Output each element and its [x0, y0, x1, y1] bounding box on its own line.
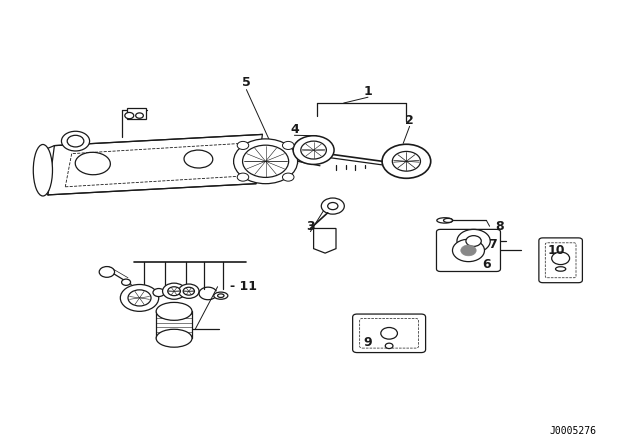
Circle shape [457, 229, 490, 253]
Circle shape [301, 141, 326, 159]
Circle shape [321, 198, 344, 214]
Circle shape [282, 173, 294, 181]
Text: 9: 9 [364, 336, 372, 349]
Ellipse shape [214, 292, 228, 299]
Ellipse shape [33, 144, 52, 196]
Circle shape [67, 135, 84, 147]
Circle shape [99, 267, 115, 277]
Text: J0005276: J0005276 [549, 426, 596, 436]
Text: 3: 3 [306, 220, 315, 233]
Text: 4: 4 [290, 123, 299, 137]
Ellipse shape [76, 152, 110, 175]
Text: 5: 5 [242, 76, 251, 90]
FancyBboxPatch shape [436, 229, 500, 271]
Circle shape [385, 343, 393, 349]
Circle shape [125, 112, 134, 119]
Text: 1: 1 [364, 85, 372, 99]
Text: 6: 6 [482, 258, 491, 271]
FancyBboxPatch shape [353, 314, 426, 353]
Text: - 11: - 11 [230, 280, 257, 293]
Ellipse shape [556, 267, 566, 271]
Circle shape [392, 151, 420, 171]
Circle shape [461, 245, 476, 256]
Text: 7: 7 [488, 237, 497, 251]
Bar [127, 108, 146, 119]
Circle shape [381, 327, 397, 339]
Circle shape [237, 142, 249, 150]
Circle shape [168, 287, 180, 296]
Polygon shape [314, 228, 336, 253]
Circle shape [153, 289, 164, 297]
Circle shape [237, 173, 249, 181]
Circle shape [466, 236, 481, 246]
Circle shape [382, 144, 431, 178]
Text: 8: 8 [495, 220, 504, 233]
Circle shape [452, 239, 484, 262]
Circle shape [61, 131, 90, 151]
Ellipse shape [156, 302, 192, 320]
Circle shape [128, 290, 151, 306]
Ellipse shape [156, 329, 192, 347]
Circle shape [293, 136, 334, 164]
Circle shape [122, 279, 131, 285]
Text: 2: 2 [405, 114, 414, 128]
Circle shape [179, 284, 199, 298]
Circle shape [328, 202, 338, 210]
Circle shape [183, 287, 195, 295]
Ellipse shape [184, 150, 212, 168]
Ellipse shape [218, 294, 224, 297]
Ellipse shape [436, 218, 453, 223]
FancyBboxPatch shape [360, 319, 419, 348]
Text: 10: 10 [548, 244, 566, 258]
Circle shape [120, 284, 159, 311]
FancyBboxPatch shape [545, 243, 576, 278]
FancyBboxPatch shape [539, 238, 582, 283]
Circle shape [282, 142, 294, 150]
Ellipse shape [444, 219, 452, 223]
Circle shape [136, 113, 143, 118]
Circle shape [163, 283, 186, 299]
Circle shape [243, 145, 289, 177]
Circle shape [234, 139, 298, 184]
Circle shape [552, 252, 570, 265]
